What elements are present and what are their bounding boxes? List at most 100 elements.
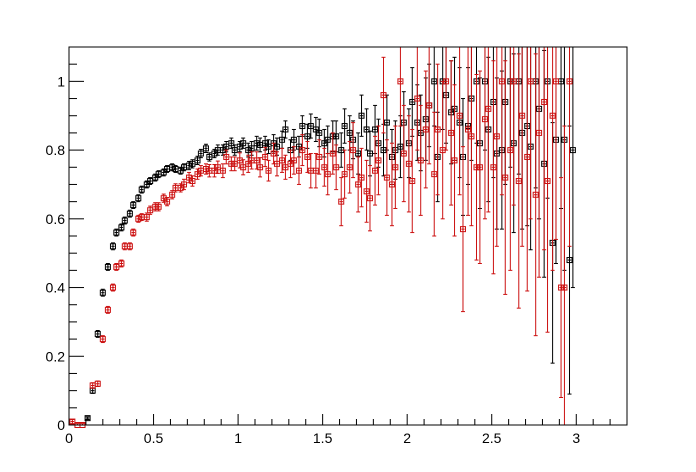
data-point [155,202,162,212]
data-point [240,137,247,149]
data-point [380,56,387,134]
series-1 [69,46,573,428]
data-point [206,152,213,162]
data-point [231,156,238,172]
y-tick-label: 1 [57,73,65,89]
data-point [290,146,297,175]
data-point [366,165,373,232]
data-point [324,153,331,196]
data-point [180,163,187,172]
data-point [341,149,348,199]
data-point [409,67,416,137]
data-point [99,288,106,297]
x-tick-label: 3 [572,430,580,446]
data-point [490,60,497,275]
data-point [160,193,167,203]
data-point [338,132,345,168]
data-point [135,214,142,223]
data-point [89,382,96,389]
x-tick-label: 0.5 [144,430,164,446]
data-point [147,205,154,215]
data-point [253,135,260,151]
data-point [439,80,446,220]
data-point [245,154,252,173]
data-point [502,60,509,295]
data-point [257,157,264,178]
data-point [236,152,243,169]
data-point [400,104,407,203]
data-point [341,108,348,144]
data-point [219,163,226,179]
data-point [118,223,125,232]
data-point [126,209,133,218]
data-point [94,330,101,338]
data-point [143,212,150,222]
data-point [164,197,171,207]
data-point [451,84,458,237]
data-point [316,139,323,175]
data-point [253,151,260,170]
data-point [69,418,76,425]
data-point [329,132,336,175]
data-point [383,139,390,216]
data-point [135,194,142,203]
data-point [333,144,340,191]
data-point [282,120,289,139]
data-point [273,151,280,177]
data-point [358,94,365,137]
data-point [113,262,120,271]
data-point [177,183,184,193]
data-point [99,335,106,344]
data-point [417,104,424,216]
data-point [189,159,196,169]
x-tick-label: 1.5 [313,430,333,446]
y-tick-label: 0.6 [46,211,66,227]
data-point [138,185,145,194]
data-point [197,148,204,159]
data-point [312,153,319,189]
data-point [104,305,111,314]
data-point [295,156,302,185]
data-point [262,146,269,168]
data-point [214,160,221,174]
data-point [287,149,294,179]
data-point [109,283,116,292]
y-tick-label: 0.4 [46,280,66,296]
y-tick-label: 0.2 [46,348,66,364]
data-point [223,149,230,165]
data-point [118,259,125,268]
data-point [321,147,328,187]
data-point [363,159,370,223]
data-point [338,177,345,227]
data-point [194,155,201,166]
y-axis: 0 0.2 0.4 0.6 0.8 1 [46,46,84,433]
data-point [104,262,111,271]
data-point [172,165,179,173]
data-point [147,177,154,185]
data-point [172,183,179,193]
data-point [130,201,137,210]
data-point [358,147,365,208]
data-point [299,134,306,167]
data-point [372,135,379,206]
data-point [265,139,272,155]
data-point [94,380,101,388]
data-point [177,166,184,175]
data-point [279,147,286,173]
data-point [194,168,201,180]
x-tick-label: 2 [403,430,411,446]
x-tick-label: 0 [65,430,73,446]
data-point [434,63,441,196]
y-tick-label: 0.8 [46,142,66,158]
data-point [121,216,128,225]
data-point [307,153,314,189]
x-tick-label: 2.5 [482,430,502,446]
data-point [405,115,412,213]
data-point [245,142,252,158]
data-point [231,144,238,156]
data-point [422,70,429,189]
data-point [375,125,382,196]
data-point [307,113,314,139]
data-point [409,128,416,234]
